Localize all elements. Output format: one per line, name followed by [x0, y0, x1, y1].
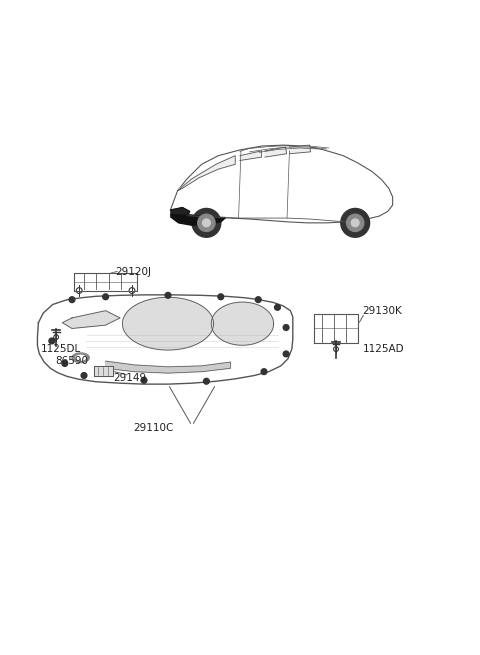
Circle shape	[141, 377, 147, 383]
Polygon shape	[170, 145, 393, 223]
Circle shape	[283, 351, 289, 357]
Polygon shape	[72, 353, 89, 362]
Text: 29149: 29149	[113, 373, 146, 383]
Polygon shape	[94, 366, 113, 375]
Circle shape	[204, 379, 209, 384]
Circle shape	[49, 338, 55, 344]
Polygon shape	[240, 151, 262, 160]
Polygon shape	[37, 295, 293, 384]
Circle shape	[62, 361, 68, 366]
Polygon shape	[211, 302, 274, 345]
Circle shape	[69, 297, 75, 303]
Circle shape	[341, 208, 370, 237]
Polygon shape	[314, 314, 358, 343]
Polygon shape	[74, 272, 137, 291]
Polygon shape	[265, 147, 287, 157]
Text: 1125DL: 1125DL	[41, 344, 81, 354]
Polygon shape	[76, 356, 85, 360]
Circle shape	[81, 373, 87, 379]
Text: 1125AD: 1125AD	[362, 344, 404, 354]
Text: 29130K: 29130K	[362, 306, 402, 316]
Circle shape	[198, 214, 215, 231]
Polygon shape	[106, 361, 230, 373]
Circle shape	[255, 297, 261, 303]
Circle shape	[275, 305, 280, 310]
Circle shape	[218, 294, 224, 299]
Polygon shape	[171, 208, 190, 219]
Text: 29120J: 29120J	[115, 267, 151, 277]
Text: 86590: 86590	[55, 356, 88, 366]
Circle shape	[283, 325, 289, 330]
Circle shape	[351, 219, 359, 227]
Polygon shape	[171, 215, 226, 225]
Polygon shape	[289, 145, 311, 154]
Circle shape	[203, 219, 210, 227]
Polygon shape	[62, 310, 120, 328]
Circle shape	[261, 369, 267, 375]
Circle shape	[347, 214, 364, 231]
Text: 29110C: 29110C	[133, 423, 174, 434]
Circle shape	[192, 208, 221, 237]
Polygon shape	[178, 156, 235, 191]
Circle shape	[165, 293, 171, 298]
Circle shape	[103, 294, 108, 299]
Polygon shape	[122, 297, 214, 350]
